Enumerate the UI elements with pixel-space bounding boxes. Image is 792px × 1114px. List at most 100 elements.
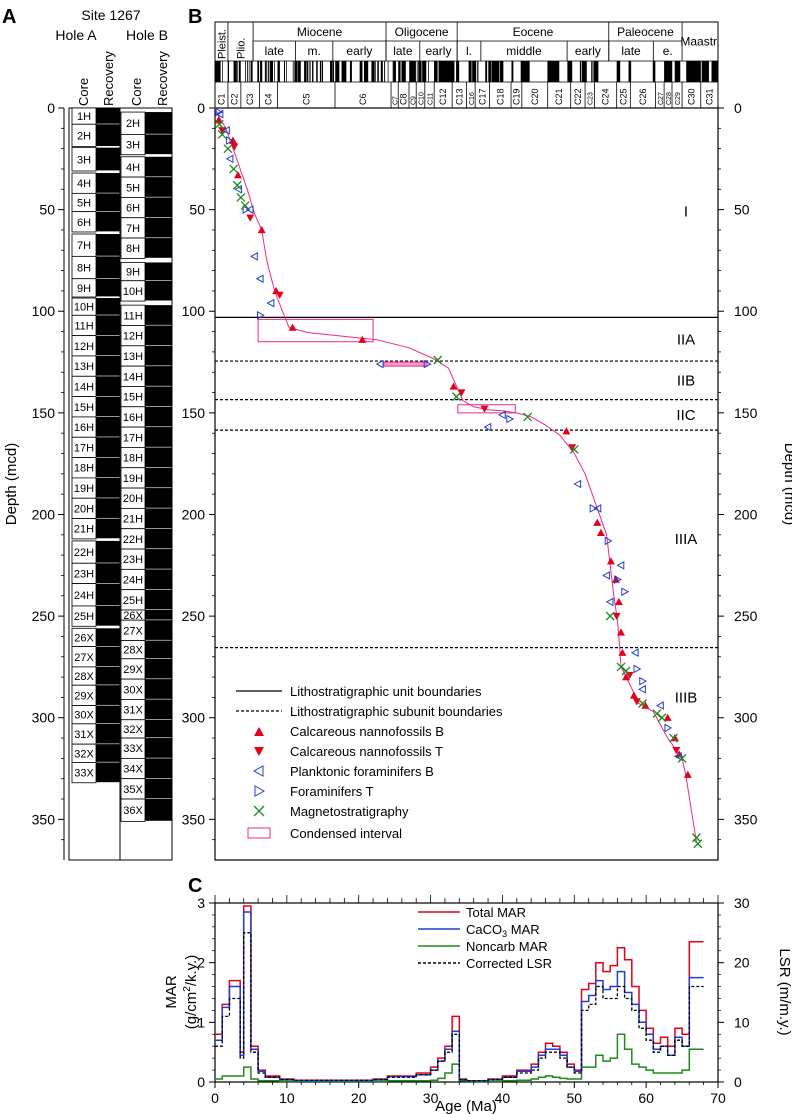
chron-label: C25	[619, 88, 629, 105]
polarity-normal-band	[292, 61, 294, 82]
panel-a-yticklabel-300: 300	[32, 710, 56, 726]
panel-c-ylabel-left: MAR	[163, 975, 180, 1009]
polarity-normal-band	[477, 61, 479, 82]
caco3-sub: 3	[502, 929, 507, 939]
legend-subunit-label: Lithostratigraphic subunit boundaries	[290, 704, 503, 719]
foram-top-marker	[614, 575, 622, 584]
magneto-marker	[605, 611, 615, 621]
polarity-normal-band	[269, 61, 273, 82]
hole-b-core-label-36X: 36X	[123, 805, 143, 817]
chron-label: C19	[511, 88, 521, 105]
panel-c-yticklabel-left: 1	[197, 1014, 205, 1030]
nanno-base-marker	[663, 713, 672, 721]
panel-b-yticklabel-right: 50	[734, 202, 750, 218]
polarity-normal-band	[250, 61, 253, 82]
hole-a-core-label-30X: 30X	[74, 710, 94, 722]
magneto-marker	[677, 753, 687, 763]
subepoch-label: middle	[506, 44, 542, 58]
panel-c-yticklabel-right: 20	[734, 955, 750, 971]
legend-total-label: Total MAR	[466, 905, 526, 920]
chron-label: C12	[438, 88, 448, 105]
polarity-normal-band	[377, 61, 379, 82]
polarity-normal-band	[371, 61, 375, 82]
polarity-normal-band	[304, 61, 307, 82]
polarity-normal-band	[306, 61, 308, 82]
panel-b-yticklabel-right: 250	[734, 608, 758, 624]
panel-c-ylabel-left-unit: (g/cm2/k.y.)	[182, 955, 200, 1029]
hole-b-recovery-17H	[145, 427, 172, 447]
magneto-marker	[693, 839, 703, 849]
hole-b-recovery-28X	[145, 640, 172, 659]
hole-b-recovery-col: Recovery	[155, 51, 170, 106]
polarity-normal-band	[297, 61, 301, 82]
hole-a-recovery-23H	[96, 563, 120, 583]
hole-b-core-label-23H: 23H	[123, 554, 143, 566]
polarity-normal-band	[418, 61, 422, 82]
foram-base-marker	[593, 504, 602, 513]
nanno-base-marker	[449, 382, 458, 390]
hole-a-core-label-24H: 24H	[74, 590, 94, 602]
hole-a-recovery-4H	[96, 173, 120, 193]
hole-b-recovery-19H	[145, 467, 172, 488]
panel-c-legend: Total MAR CaCO3 MAR Noncarb MAR Correcte…	[418, 905, 552, 971]
foram-base-marker	[655, 701, 664, 710]
magneto-marker	[621, 666, 631, 676]
hole-b-core-label-32X: 32X	[123, 724, 143, 736]
hole-a-recovery-7H	[96, 234, 120, 256]
polarity-normal-band	[330, 61, 333, 82]
hole-a-core-label-5H: 5H	[77, 198, 91, 210]
polarity-normal-band	[266, 61, 268, 82]
nanno-top-marker	[457, 389, 466, 397]
panel-a-yticklabel-250: 250	[32, 608, 56, 624]
foram-top-marker	[639, 676, 648, 686]
hole-b-core-label-6H: 6H	[126, 203, 140, 215]
hole-b-core-label-22H: 22H	[123, 534, 143, 546]
chron-label: C13	[454, 88, 464, 105]
chron-label: C27	[658, 92, 665, 105]
hole-b-recovery-9H	[145, 262, 172, 281]
panel-a-yticklabel-150: 150	[32, 405, 56, 421]
hole-b-core-label-9H: 9H	[126, 267, 140, 279]
polarity-normal-band	[267, 61, 269, 82]
hole-a-core-label-22H: 22H	[74, 547, 94, 559]
polarity-normal-band	[579, 61, 582, 82]
hole-a-core-label-11H: 11H	[74, 320, 93, 332]
panel-c-ylabel-right: LSR (m/m.y.)	[776, 948, 792, 1035]
chron-label: C8	[399, 93, 409, 105]
unit-label-IIB: IIB	[677, 372, 695, 389]
polarity-normal-band	[233, 61, 237, 82]
hole-a-recovery-5H	[96, 193, 120, 212]
panel-c-xticklabel: 20	[351, 1090, 367, 1106]
hole-b-core-label-21H: 21H	[123, 514, 143, 526]
hole-a-recovery-31X	[96, 723, 120, 744]
hole-a-recovery-13H	[96, 355, 120, 376]
foram-base-marker	[483, 422, 492, 432]
hole-b-recovery-31X	[145, 699, 172, 720]
polarity-normal-band	[335, 61, 340, 82]
hole-a-core-col: Core	[76, 78, 91, 106]
magneto-marker	[451, 392, 461, 402]
hole-b-core-col: Core	[129, 78, 144, 106]
subepoch-label: early	[346, 44, 372, 58]
mar-unit-a: (g/cm	[183, 992, 200, 1030]
panel-b-yticklabel-left: 200	[182, 506, 206, 522]
subepoch-label: m.	[307, 44, 320, 58]
hole-b-core-label-17H: 17H	[123, 432, 143, 444]
polarity-normal-band	[434, 61, 438, 82]
corrected-lsr-line	[215, 932, 704, 1082]
foram-base-marker	[225, 154, 234, 164]
hole-a-recovery-28X	[96, 666, 120, 685]
chron-label: C10	[419, 92, 426, 105]
foram-base-marker	[245, 205, 254, 214]
epoch-label: Plio.	[236, 38, 248, 59]
magneto-marker	[232, 180, 242, 190]
panel-c-xticklabel: 70	[710, 1090, 726, 1106]
chron-label: C2	[229, 93, 239, 105]
nanno-base-marker	[618, 648, 627, 656]
panel-b-yticklabel-left: 50	[189, 202, 205, 218]
hole-b-recovery-14H	[145, 366, 172, 386]
hole-b-recovery-30X	[145, 679, 172, 699]
hole-b-core-label-33X: 33X	[123, 743, 143, 755]
nanno-base-marker	[629, 691, 638, 699]
legend-magneto-symbol	[253, 805, 265, 817]
